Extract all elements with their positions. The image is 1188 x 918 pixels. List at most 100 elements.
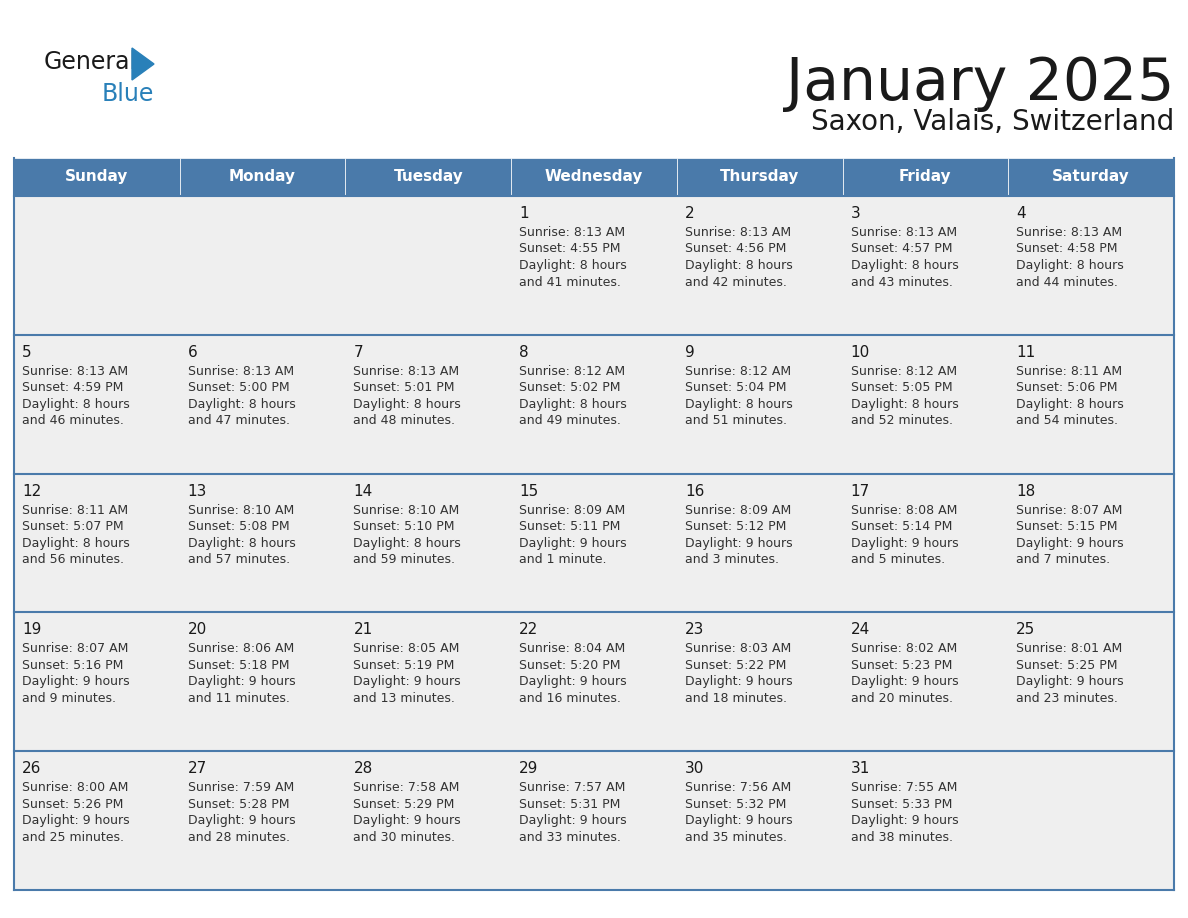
Text: Sunset: 5:16 PM: Sunset: 5:16 PM	[23, 659, 124, 672]
Text: and 30 minutes.: and 30 minutes.	[353, 831, 455, 844]
Text: Sunset: 5:04 PM: Sunset: 5:04 PM	[684, 381, 786, 395]
Text: Sunset: 5:14 PM: Sunset: 5:14 PM	[851, 521, 952, 533]
Text: 28: 28	[353, 761, 373, 777]
Text: Daylight: 8 hours: Daylight: 8 hours	[684, 259, 792, 272]
Text: Blue: Blue	[102, 82, 154, 106]
Text: Sunrise: 8:09 AM: Sunrise: 8:09 AM	[519, 504, 625, 517]
Text: 4: 4	[1016, 206, 1026, 221]
Text: and 13 minutes.: and 13 minutes.	[353, 692, 455, 705]
Text: Sunrise: 8:01 AM: Sunrise: 8:01 AM	[1016, 643, 1123, 655]
Text: Daylight: 9 hours: Daylight: 9 hours	[1016, 537, 1124, 550]
Text: Daylight: 9 hours: Daylight: 9 hours	[684, 537, 792, 550]
Text: Daylight: 9 hours: Daylight: 9 hours	[353, 676, 461, 688]
Text: and 5 minutes.: and 5 minutes.	[851, 554, 944, 566]
Text: Sunset: 4:57 PM: Sunset: 4:57 PM	[851, 242, 952, 255]
Text: and 3 minutes.: and 3 minutes.	[684, 554, 779, 566]
Text: Sunset: 4:55 PM: Sunset: 4:55 PM	[519, 242, 620, 255]
Text: Daylight: 8 hours: Daylight: 8 hours	[23, 537, 129, 550]
Text: Thursday: Thursday	[720, 170, 800, 185]
Text: Sunset: 5:07 PM: Sunset: 5:07 PM	[23, 521, 124, 533]
Text: Daylight: 9 hours: Daylight: 9 hours	[851, 676, 959, 688]
Text: 12: 12	[23, 484, 42, 498]
Text: and 57 minutes.: and 57 minutes.	[188, 554, 290, 566]
Text: Daylight: 9 hours: Daylight: 9 hours	[519, 814, 627, 827]
Text: Tuesday: Tuesday	[393, 170, 463, 185]
Text: Sunrise: 8:04 AM: Sunrise: 8:04 AM	[519, 643, 625, 655]
Text: Daylight: 8 hours: Daylight: 8 hours	[23, 397, 129, 410]
Text: Sunrise: 8:06 AM: Sunrise: 8:06 AM	[188, 643, 293, 655]
Text: and 56 minutes.: and 56 minutes.	[23, 554, 124, 566]
Text: Daylight: 8 hours: Daylight: 8 hours	[188, 537, 296, 550]
Text: Daylight: 9 hours: Daylight: 9 hours	[851, 814, 959, 827]
Text: Sunset: 5:08 PM: Sunset: 5:08 PM	[188, 521, 290, 533]
Text: Sunset: 5:25 PM: Sunset: 5:25 PM	[1016, 659, 1118, 672]
Text: and 54 minutes.: and 54 minutes.	[1016, 414, 1118, 427]
Text: Daylight: 8 hours: Daylight: 8 hours	[353, 397, 461, 410]
Text: Sunset: 5:29 PM: Sunset: 5:29 PM	[353, 798, 455, 811]
Text: and 49 minutes.: and 49 minutes.	[519, 414, 621, 427]
Text: Sunset: 5:32 PM: Sunset: 5:32 PM	[684, 798, 786, 811]
Text: Daylight: 8 hours: Daylight: 8 hours	[851, 259, 959, 272]
Text: January 2025: January 2025	[785, 55, 1174, 112]
Text: 19: 19	[23, 622, 42, 637]
Polygon shape	[132, 48, 154, 80]
Text: Sunset: 5:00 PM: Sunset: 5:00 PM	[188, 381, 290, 395]
Text: and 41 minutes.: and 41 minutes.	[519, 275, 621, 288]
Text: 18: 18	[1016, 484, 1036, 498]
Text: Daylight: 8 hours: Daylight: 8 hours	[353, 537, 461, 550]
Text: 23: 23	[684, 622, 704, 637]
Text: Sunrise: 8:05 AM: Sunrise: 8:05 AM	[353, 643, 460, 655]
Text: Sunset: 5:15 PM: Sunset: 5:15 PM	[1016, 521, 1118, 533]
Text: Sunset: 5:31 PM: Sunset: 5:31 PM	[519, 798, 620, 811]
Text: Sunset: 4:59 PM: Sunset: 4:59 PM	[23, 381, 124, 395]
Text: Sunset: 5:26 PM: Sunset: 5:26 PM	[23, 798, 124, 811]
Text: and 33 minutes.: and 33 minutes.	[519, 831, 621, 844]
Text: and 47 minutes.: and 47 minutes.	[188, 414, 290, 427]
Text: Sunset: 5:20 PM: Sunset: 5:20 PM	[519, 659, 620, 672]
Bar	[677, 158, 842, 196]
Text: Sunrise: 7:56 AM: Sunrise: 7:56 AM	[684, 781, 791, 794]
Text: and 51 minutes.: and 51 minutes.	[684, 414, 786, 427]
Text: 14: 14	[353, 484, 373, 498]
Text: Sunset: 5:01 PM: Sunset: 5:01 PM	[353, 381, 455, 395]
Text: Sunset: 5:05 PM: Sunset: 5:05 PM	[851, 381, 953, 395]
Text: and 46 minutes.: and 46 minutes.	[23, 414, 124, 427]
Text: and 28 minutes.: and 28 minutes.	[188, 831, 290, 844]
Text: Sunset: 5:11 PM: Sunset: 5:11 PM	[519, 521, 620, 533]
Bar	[1009, 158, 1174, 196]
Text: and 11 minutes.: and 11 minutes.	[188, 692, 290, 705]
Text: Sunrise: 8:07 AM: Sunrise: 8:07 AM	[1016, 504, 1123, 517]
Text: Sunrise: 8:07 AM: Sunrise: 8:07 AM	[23, 643, 128, 655]
Text: Sunrise: 8:10 AM: Sunrise: 8:10 AM	[353, 504, 460, 517]
Text: Sunrise: 8:13 AM: Sunrise: 8:13 AM	[1016, 226, 1123, 239]
Text: 7: 7	[353, 345, 364, 360]
Text: Sunrise: 7:58 AM: Sunrise: 7:58 AM	[353, 781, 460, 794]
Text: Daylight: 9 hours: Daylight: 9 hours	[23, 814, 129, 827]
Text: Daylight: 9 hours: Daylight: 9 hours	[23, 676, 129, 688]
Text: Sunset: 4:56 PM: Sunset: 4:56 PM	[684, 242, 786, 255]
Text: Daylight: 9 hours: Daylight: 9 hours	[519, 676, 627, 688]
Text: Daylight: 8 hours: Daylight: 8 hours	[1016, 259, 1124, 272]
Text: Daylight: 8 hours: Daylight: 8 hours	[519, 397, 627, 410]
Bar	[179, 158, 346, 196]
Text: Saxon, Valais, Switzerland: Saxon, Valais, Switzerland	[810, 108, 1174, 136]
Text: Sunrise: 8:13 AM: Sunrise: 8:13 AM	[684, 226, 791, 239]
Text: 29: 29	[519, 761, 538, 777]
Text: 30: 30	[684, 761, 704, 777]
Text: 2: 2	[684, 206, 695, 221]
Text: 1: 1	[519, 206, 529, 221]
Text: Sunset: 5:22 PM: Sunset: 5:22 PM	[684, 659, 786, 672]
Text: 11: 11	[1016, 345, 1036, 360]
Text: and 48 minutes.: and 48 minutes.	[353, 414, 455, 427]
Text: Monday: Monday	[229, 170, 296, 185]
Text: 22: 22	[519, 622, 538, 637]
Text: 20: 20	[188, 622, 207, 637]
Bar	[14, 474, 1174, 612]
Text: Sunset: 5:23 PM: Sunset: 5:23 PM	[851, 659, 952, 672]
Text: Sunset: 5:18 PM: Sunset: 5:18 PM	[188, 659, 289, 672]
Text: General: General	[44, 50, 137, 74]
Text: Daylight: 9 hours: Daylight: 9 hours	[519, 537, 627, 550]
Text: and 52 minutes.: and 52 minutes.	[851, 414, 953, 427]
Text: Sunset: 5:19 PM: Sunset: 5:19 PM	[353, 659, 455, 672]
Text: Sunset: 5:12 PM: Sunset: 5:12 PM	[684, 521, 786, 533]
